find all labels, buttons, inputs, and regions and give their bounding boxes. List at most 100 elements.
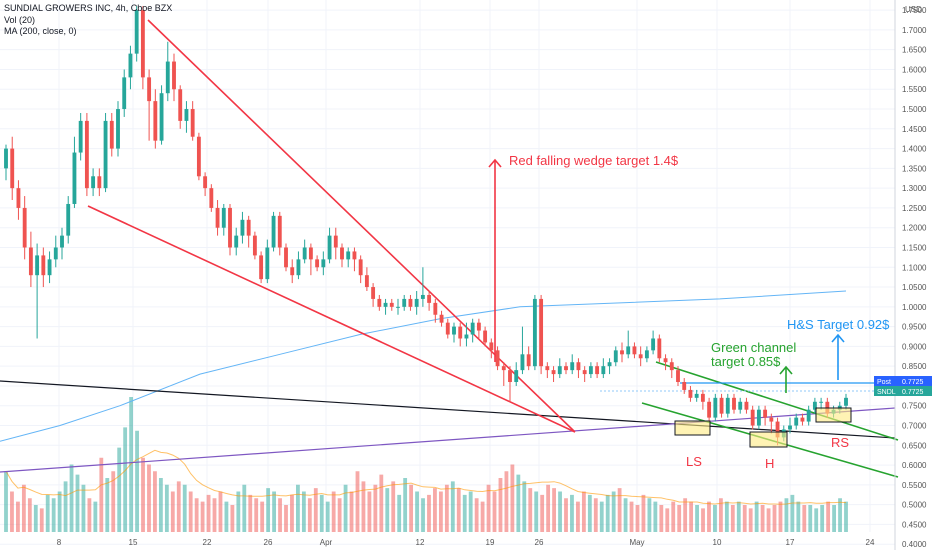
price-tick-label: 1.6500	[902, 46, 927, 55]
volume-bar	[194, 498, 199, 532]
volume-bar	[272, 491, 276, 532]
time-tick-label: 10	[713, 538, 722, 547]
volume-bar	[784, 498, 789, 532]
candle-body	[626, 346, 631, 355]
price-tick-label: 1.6000	[902, 65, 927, 74]
candle-body	[433, 302, 438, 315]
wedge-target-arrow-head	[488, 158, 502, 168]
candle-body	[707, 401, 712, 418]
candle-body	[501, 366, 506, 371]
candle-body	[28, 247, 33, 276]
price-tick-label: 0.8500	[902, 362, 927, 371]
candle-body	[209, 188, 214, 208]
symbol-title: SUNDIAL GROWERS INC, 4h, Cboe BZX	[4, 3, 173, 13]
price-badge-value: 0.7725	[902, 389, 924, 396]
candle-body	[16, 188, 21, 208]
volume-bar	[433, 488, 437, 532]
volume-bar	[170, 491, 175, 532]
volume-bar	[69, 464, 74, 532]
candle-body	[812, 401, 817, 410]
candle-body	[439, 314, 444, 323]
candle-body	[159, 93, 164, 141]
candle-body	[514, 370, 519, 383]
candle-body	[669, 362, 674, 371]
candle-body	[657, 338, 662, 359]
candle-body	[676, 370, 680, 383]
volume-bar	[421, 498, 425, 532]
volume-bar	[123, 427, 128, 532]
time-tick-label: 19	[486, 538, 495, 547]
volume-bar	[772, 505, 777, 532]
volume-bar	[546, 484, 551, 532]
volume-bar	[93, 501, 98, 532]
candle-body	[122, 77, 127, 110]
candle-body	[228, 207, 232, 248]
time-tick-label: 17	[786, 538, 795, 547]
time-axis[interactable]: 8 15 22 26 Apr 12 19 26 May 10 17 24	[57, 538, 875, 547]
volume-bar	[534, 491, 539, 532]
volume-bar	[63, 481, 68, 532]
volume-bar	[629, 501, 634, 532]
volume-bar	[182, 484, 187, 532]
candle-body	[234, 235, 239, 248]
volume-bar	[254, 498, 259, 532]
volume-bar	[659, 505, 664, 532]
candle-body	[775, 421, 780, 438]
volume-bar	[278, 498, 282, 532]
volume-bar	[498, 478, 503, 532]
time-tick-label: 22	[203, 538, 212, 547]
volume-bar	[570, 494, 574, 532]
candle-body	[713, 397, 718, 418]
volume-bar	[427, 494, 431, 532]
price-tick-label: 1.7000	[902, 26, 927, 35]
volume-bar	[349, 491, 354, 532]
volume-bar	[87, 498, 92, 532]
volume-bar	[748, 508, 753, 532]
candle-body	[128, 53, 133, 78]
candle-body	[134, 10, 139, 54]
volume-bar	[540, 494, 545, 532]
price-tick-label: 0.6000	[902, 461, 927, 470]
trendline-drawings	[0, 19, 899, 478]
candle-body	[321, 259, 326, 268]
volume-bar	[641, 494, 646, 532]
price-tick-label: 0.9500	[902, 323, 927, 332]
volume-bar	[695, 505, 699, 532]
candle-body	[302, 247, 307, 260]
volume-bar	[99, 457, 104, 532]
candle-body	[725, 397, 730, 414]
candle-body	[84, 120, 89, 189]
volume-bar	[355, 471, 360, 532]
candle-body	[252, 235, 257, 256]
price-tick-label: 0.7000	[902, 422, 927, 431]
volume-bar	[528, 488, 533, 532]
volume-bar	[415, 491, 419, 532]
volume-bar	[564, 498, 568, 532]
volume-bar	[665, 508, 670, 532]
volume-bar	[403, 478, 408, 532]
volume-bar	[385, 488, 390, 532]
volume-ma-path	[5, 449, 847, 505]
volume-bar	[724, 501, 729, 532]
volume-bar	[4, 471, 8, 532]
volume-bar	[826, 501, 831, 532]
time-tick-label: 24	[866, 538, 875, 547]
volume-bar	[284, 505, 288, 532]
volume-bar	[111, 471, 116, 532]
price-tick-label: 0.9000	[902, 342, 927, 351]
candle-body	[259, 255, 264, 280]
volume-bar	[576, 501, 580, 532]
channel-target-label-2: target 0.85$	[711, 354, 781, 369]
volume-bar	[611, 491, 616, 532]
volume-bar	[707, 501, 711, 532]
volume-bar	[474, 498, 479, 532]
candle-body	[638, 354, 643, 359]
candle-body	[744, 401, 749, 410]
volume-bar	[39, 508, 44, 532]
candle-body	[4, 148, 8, 169]
volume-bar	[820, 505, 825, 532]
channel-upper-line	[655, 361, 899, 441]
volume-bar	[558, 491, 562, 532]
